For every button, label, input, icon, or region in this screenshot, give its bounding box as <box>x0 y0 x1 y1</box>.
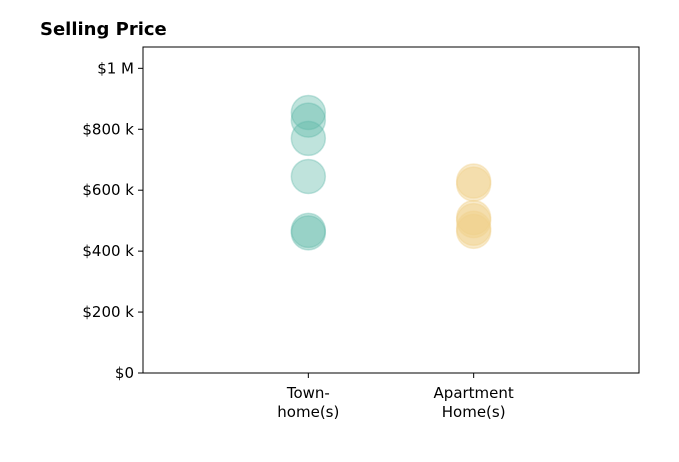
data-point <box>455 210 492 247</box>
data-point <box>290 94 327 131</box>
x-axis: Town-home(s) Apartment Home(s) <box>277 373 514 421</box>
data-point <box>455 199 492 236</box>
y-tick-label: $400 k <box>82 242 134 260</box>
data-point <box>455 166 492 202</box>
data-point <box>455 163 492 199</box>
x-tick-label-line: home(s) <box>277 403 339 421</box>
y-tick-label: $600 k <box>82 181 134 199</box>
data-point <box>290 102 327 138</box>
chart-title: Selling Price <box>40 19 167 40</box>
y-axis: $0 $200 k $400 k $600 k $800 k $1 M <box>82 59 143 382</box>
y-tick-label: $800 k <box>82 120 134 138</box>
x-tick-label: Apartment Home(s) <box>434 384 514 421</box>
y-tick-label: $200 k <box>82 303 134 321</box>
x-tick-label-line: Home(s) <box>442 403 506 421</box>
data-point <box>290 212 327 249</box>
data-point <box>290 215 327 251</box>
data-point <box>290 120 327 157</box>
x-tick-label: Town-home(s) <box>277 384 339 421</box>
plot-area <box>142 46 640 374</box>
data-point <box>290 158 327 195</box>
data-points <box>290 94 492 251</box>
y-tick-label: $1 M <box>97 59 134 77</box>
data-point <box>455 202 492 239</box>
data-point <box>455 213 492 250</box>
x-tick-label-line: Town- <box>286 384 330 402</box>
y-tick-label: $0 <box>115 364 134 382</box>
x-tick-label-line: Apartment <box>434 384 514 402</box>
